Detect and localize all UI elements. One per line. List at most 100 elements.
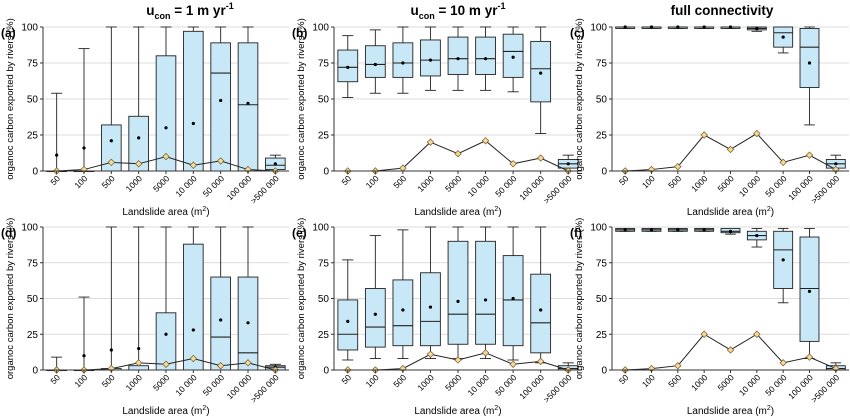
y-tick-label: 100 bbox=[21, 223, 38, 234]
box-5 bbox=[746, 26, 767, 32]
y-tick-label: 100 bbox=[312, 23, 329, 34]
x-axis-label: Landslide area (m2) bbox=[122, 405, 209, 417]
box-3 bbox=[694, 227, 715, 232]
x-axis-label: Landslide area (m2) bbox=[687, 405, 774, 417]
series-marker bbox=[536, 357, 545, 366]
x-tick-label: >500 000 bbox=[541, 173, 574, 205]
y-tick-label: 25 bbox=[27, 330, 39, 341]
box-rect bbox=[502, 255, 524, 347]
box-6 bbox=[502, 26, 524, 93]
mean-marker bbox=[273, 162, 277, 166]
x-tick-label: 50 bbox=[617, 173, 631, 187]
mean-marker bbox=[755, 233, 759, 238]
mean-marker bbox=[109, 348, 113, 352]
x-tick-label: 50 000 bbox=[493, 372, 519, 398]
box-2 bbox=[392, 229, 414, 360]
mean-marker bbox=[401, 61, 405, 65]
x-tick-label: 50 000 bbox=[493, 173, 519, 199]
y-tick-label: 25 bbox=[596, 131, 608, 142]
mean-marker bbox=[676, 25, 680, 29]
mean-marker bbox=[649, 228, 654, 232]
y-axis-label: organoc carbon exported by rivers (%) bbox=[296, 218, 307, 380]
box-rect bbox=[475, 240, 496, 345]
box-rect bbox=[420, 272, 441, 347]
y-tick-label: 0 bbox=[32, 167, 38, 178]
x-tick-label: 10 000 bbox=[173, 173, 199, 199]
series-marker bbox=[509, 160, 517, 168]
y-tick-label: 75 bbox=[596, 258, 608, 269]
box-6 bbox=[773, 227, 794, 304]
box-0 bbox=[615, 25, 636, 29]
box-3 bbox=[420, 26, 441, 91]
mean-marker bbox=[483, 57, 488, 61]
y-axis-label: organoc carbon exported by rivers (%) bbox=[5, 18, 16, 180]
mean-marker bbox=[649, 25, 654, 29]
series-marker bbox=[134, 359, 143, 367]
x-axis-label: Landslide area (m2) bbox=[687, 206, 774, 218]
box-6 bbox=[210, 226, 231, 371]
mean-marker bbox=[191, 121, 195, 126]
series-marker bbox=[700, 131, 708, 139]
box-0 bbox=[46, 92, 67, 173]
x-axis-label: Landslide area (m2) bbox=[414, 206, 501, 218]
mean-marker bbox=[781, 258, 785, 262]
mean-marker bbox=[702, 25, 706, 29]
y-tick-label: 50 bbox=[27, 294, 39, 305]
x-tick-label: 1000 bbox=[415, 372, 436, 393]
y-axis-label: organoc carbon exported by rivers (%) bbox=[5, 218, 16, 380]
mean-marker bbox=[191, 328, 195, 332]
x-tick-label: 5000 bbox=[443, 372, 464, 393]
y-tick-label: 25 bbox=[27, 131, 39, 142]
y-tick-label: 25 bbox=[318, 131, 330, 142]
y-tick-label: 0 bbox=[601, 167, 607, 178]
y-tick-label: 75 bbox=[318, 258, 330, 269]
mean-marker bbox=[219, 98, 223, 103]
x-tick-label: 10 000 bbox=[466, 372, 492, 398]
box-1 bbox=[641, 25, 662, 29]
series-marker bbox=[454, 356, 462, 364]
series-marker bbox=[536, 154, 545, 162]
box-7 bbox=[799, 26, 820, 126]
box-6 bbox=[773, 26, 794, 54]
y-tick-label: 75 bbox=[318, 59, 330, 70]
box-3 bbox=[420, 226, 441, 360]
x-tick-label: 10 000 bbox=[466, 173, 492, 199]
x-tick-label: 500 bbox=[666, 173, 683, 190]
mean-marker bbox=[346, 319, 350, 323]
box-rect bbox=[210, 42, 231, 172]
mean-marker bbox=[807, 289, 812, 293]
column-title-3: full connectivity bbox=[671, 3, 774, 18]
x-tick-label: 500 bbox=[100, 372, 117, 389]
box-rect bbox=[237, 42, 259, 172]
box-5 bbox=[183, 26, 204, 172]
mean-marker bbox=[483, 298, 488, 302]
x-tick-label: 100 bbox=[640, 173, 657, 190]
x-axis-label: Landslide area (m2) bbox=[414, 405, 501, 417]
mean-marker bbox=[246, 321, 250, 325]
series-marker bbox=[454, 150, 462, 158]
box-rect bbox=[392, 42, 414, 78]
y-tick-label: 0 bbox=[323, 366, 329, 377]
x-tick-label: 50 000 bbox=[201, 173, 227, 199]
x-tick-label: 100 bbox=[640, 372, 657, 389]
x-tick-label: 100 bbox=[72, 372, 89, 389]
mean-marker bbox=[566, 162, 570, 166]
mean-marker bbox=[55, 153, 59, 157]
mean-marker bbox=[702, 228, 706, 232]
series-marker bbox=[481, 137, 490, 145]
x-tick-label: 1000 bbox=[124, 173, 145, 194]
x-tick-label: 5000 bbox=[715, 372, 736, 393]
mean-marker bbox=[728, 25, 733, 29]
series-marker bbox=[779, 359, 787, 367]
mean-marker bbox=[246, 101, 250, 105]
box-rect bbox=[337, 299, 359, 351]
box-rect bbox=[364, 45, 386, 78]
y-tick-label: 25 bbox=[596, 330, 608, 341]
panel-label: (c) bbox=[570, 26, 585, 40]
box-4 bbox=[720, 227, 741, 235]
panel-label: (e) bbox=[292, 226, 307, 240]
mean-marker bbox=[623, 25, 627, 29]
mean-marker bbox=[137, 136, 141, 140]
